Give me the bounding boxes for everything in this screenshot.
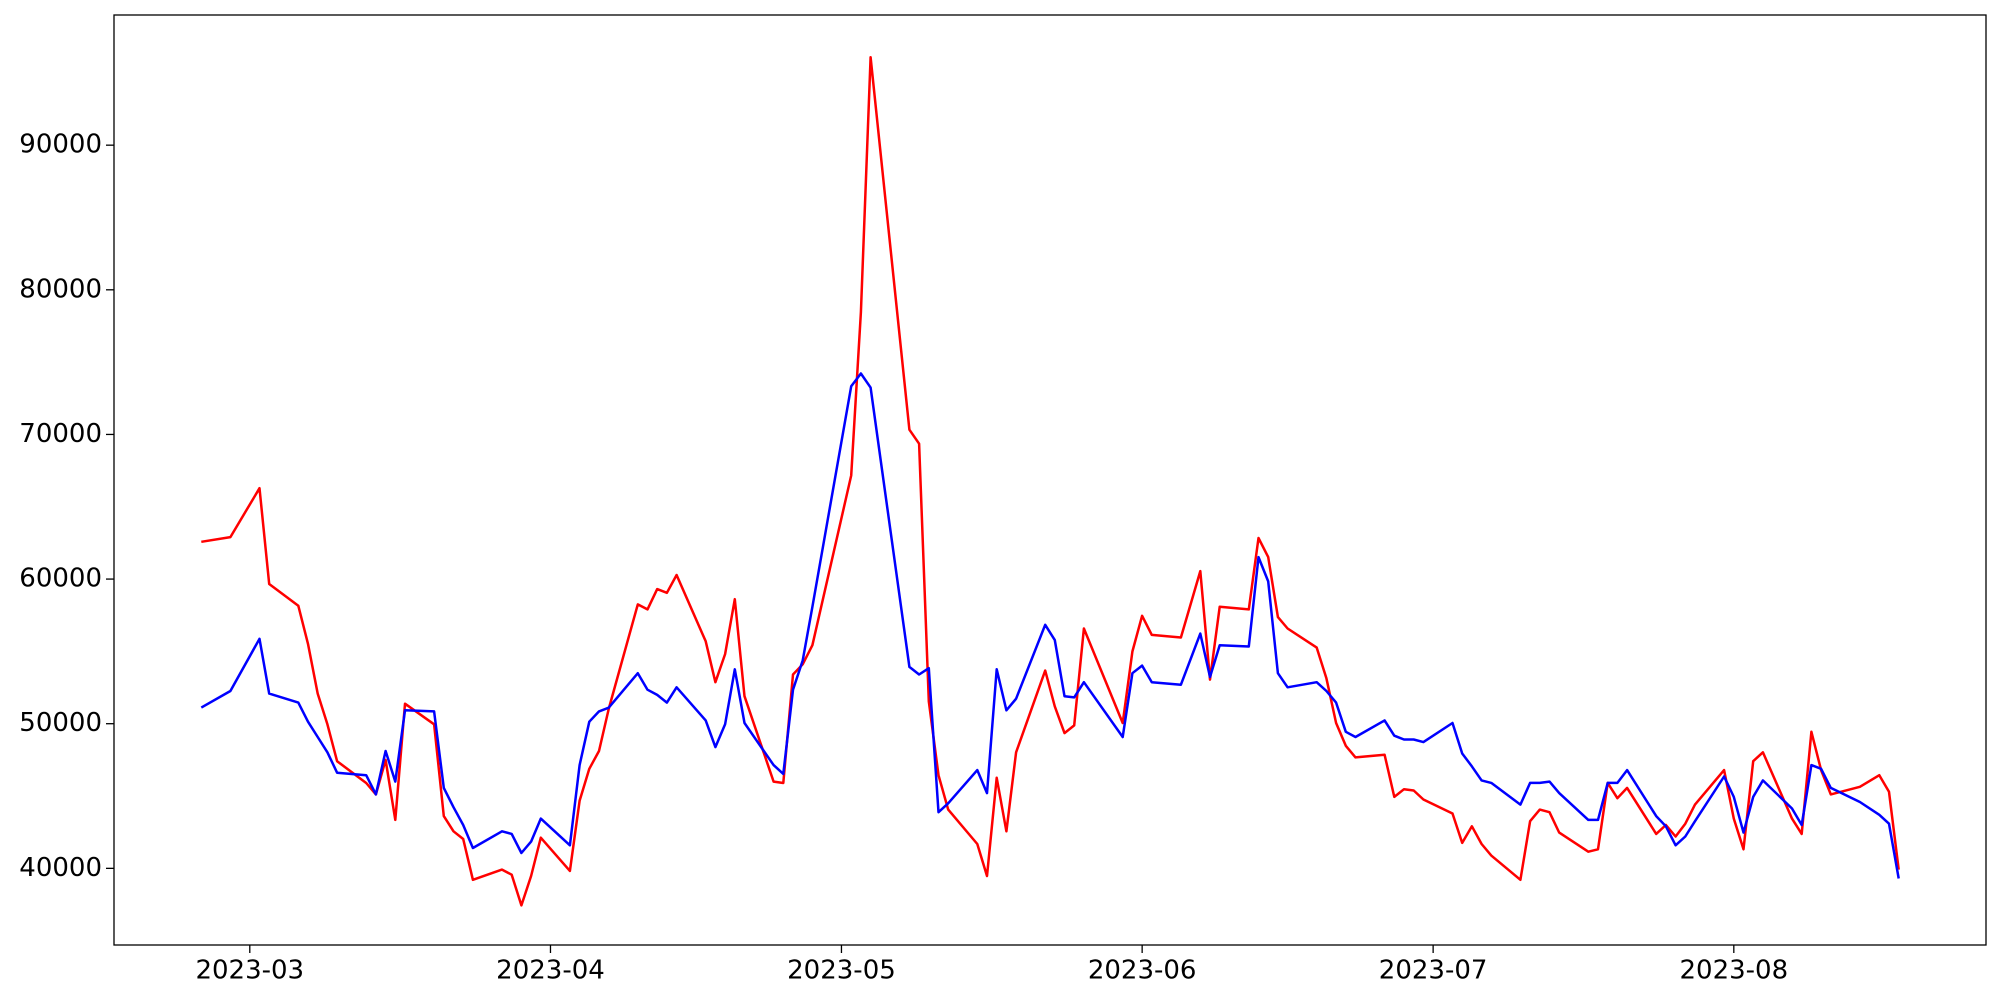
y-tick-label: 60000 [19, 564, 102, 594]
y-tick-label: 50000 [19, 708, 102, 738]
series-line [200, 372, 1900, 879]
x-tick-label: 2023-05 [787, 956, 896, 986]
x-tick-label: 2023-03 [195, 956, 304, 986]
plot-frame [113, 14, 1987, 946]
y-tick-label: 90000 [19, 130, 102, 160]
y-tick-label: 40000 [19, 853, 102, 883]
x-tick-label: 2023-04 [496, 956, 605, 986]
series-line [201, 55, 1900, 907]
x-tick-label: 2023-08 [1679, 956, 1788, 986]
x-tick-label: 2023-07 [1379, 956, 1488, 986]
y-tick-label: 80000 [19, 274, 102, 304]
y-tick-label: 70000 [19, 419, 102, 449]
x-tick-label: 2023-06 [1088, 956, 1197, 986]
